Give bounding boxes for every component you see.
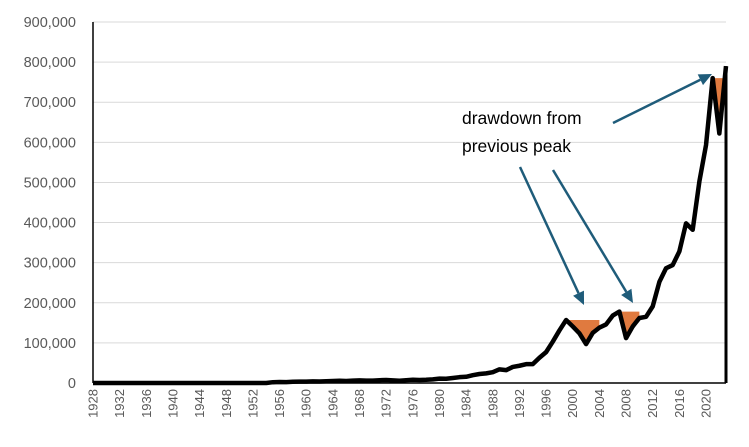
annotation-arrows [518, 74, 712, 305]
arrow-head [697, 74, 712, 86]
y-tick-label: 800,000 [24, 55, 76, 71]
x-tick-label: 1932 [112, 389, 127, 418]
y-tick-label: 300,000 [24, 256, 76, 272]
y-tick-label: 700,000 [24, 95, 76, 111]
y-tick-label: 200,000 [24, 296, 76, 312]
y-tick-label: 0 [68, 376, 76, 392]
y-tick-label: 600,000 [24, 135, 76, 151]
x-tick-label: 2012 [645, 389, 660, 418]
x-tick-label: 2016 [672, 389, 687, 418]
y-axis-ticks: 0 100,000 200,000 300,000 400,000 500,000 600,… [24, 15, 76, 392]
x-tick-label: 1968 [352, 389, 367, 418]
x-tick-label: 2020 [699, 389, 714, 418]
x-tick-label: 1980 [432, 389, 447, 418]
y-tick-label: 400,000 [24, 216, 76, 232]
x-tick-label: 2004 [592, 389, 607, 418]
annotation-arrow [518, 166, 580, 294]
x-tick-label: 1972 [379, 389, 394, 418]
x-tick-label: 1960 [299, 389, 314, 418]
x-tick-label: 1940 [165, 389, 180, 418]
x-tick-label: 1956 [272, 389, 287, 418]
x-tick-label: 1984 [459, 389, 474, 418]
annotation-line-1: drawdown from [462, 108, 582, 128]
y-tick-label: 100,000 [24, 336, 76, 352]
x-tick-label: 1952 [245, 389, 260, 418]
x-tick-label: 1964 [325, 389, 340, 418]
arrow-head [621, 288, 633, 303]
annotation-line-2: previous peak [462, 136, 571, 156]
arrow-head [573, 290, 584, 305]
x-axis-ticks: 1928 1932 1936 1940 1944 1948 1952 1956 1960 1964… [86, 389, 714, 418]
x-tick-label: 1948 [219, 389, 234, 418]
x-tick-label: 1936 [139, 389, 154, 418]
gridlines [93, 21, 726, 344]
x-tick-label: 1992 [512, 389, 527, 418]
axes [92, 22, 726, 384]
x-tick-label: 2000 [565, 389, 580, 418]
drawdown-fills [566, 78, 726, 345]
x-tick-label: 1928 [86, 389, 101, 418]
x-tick-label: 2008 [619, 389, 634, 418]
x-tick-label: 1988 [485, 389, 500, 418]
x-tick-label: 1944 [192, 389, 207, 418]
y-tick-label: 900,000 [24, 15, 76, 31]
x-tick-label: 1976 [405, 389, 420, 418]
annotation-arrow [612, 78, 701, 125]
x-tick-label: 1996 [539, 389, 554, 418]
annotation-arrow [551, 169, 628, 293]
y-tick-label: 500,000 [24, 175, 76, 191]
